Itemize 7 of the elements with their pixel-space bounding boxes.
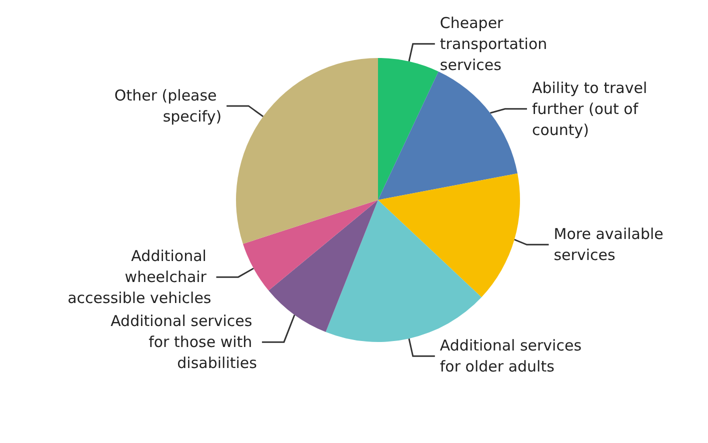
slice-label: More available services bbox=[554, 225, 668, 264]
slice-label: Ability to travel further (out of county) bbox=[532, 78, 652, 139]
slice-label: Cheaper transportation services bbox=[440, 14, 552, 74]
slice-label: Other (please specify) bbox=[114, 86, 222, 126]
slice-label: Additional services for older adults bbox=[440, 336, 586, 376]
slice-label: Additional wheelchair accessible vehicles bbox=[68, 247, 212, 308]
slice-label: Additional services for those with disabilities bbox=[110, 312, 258, 372]
